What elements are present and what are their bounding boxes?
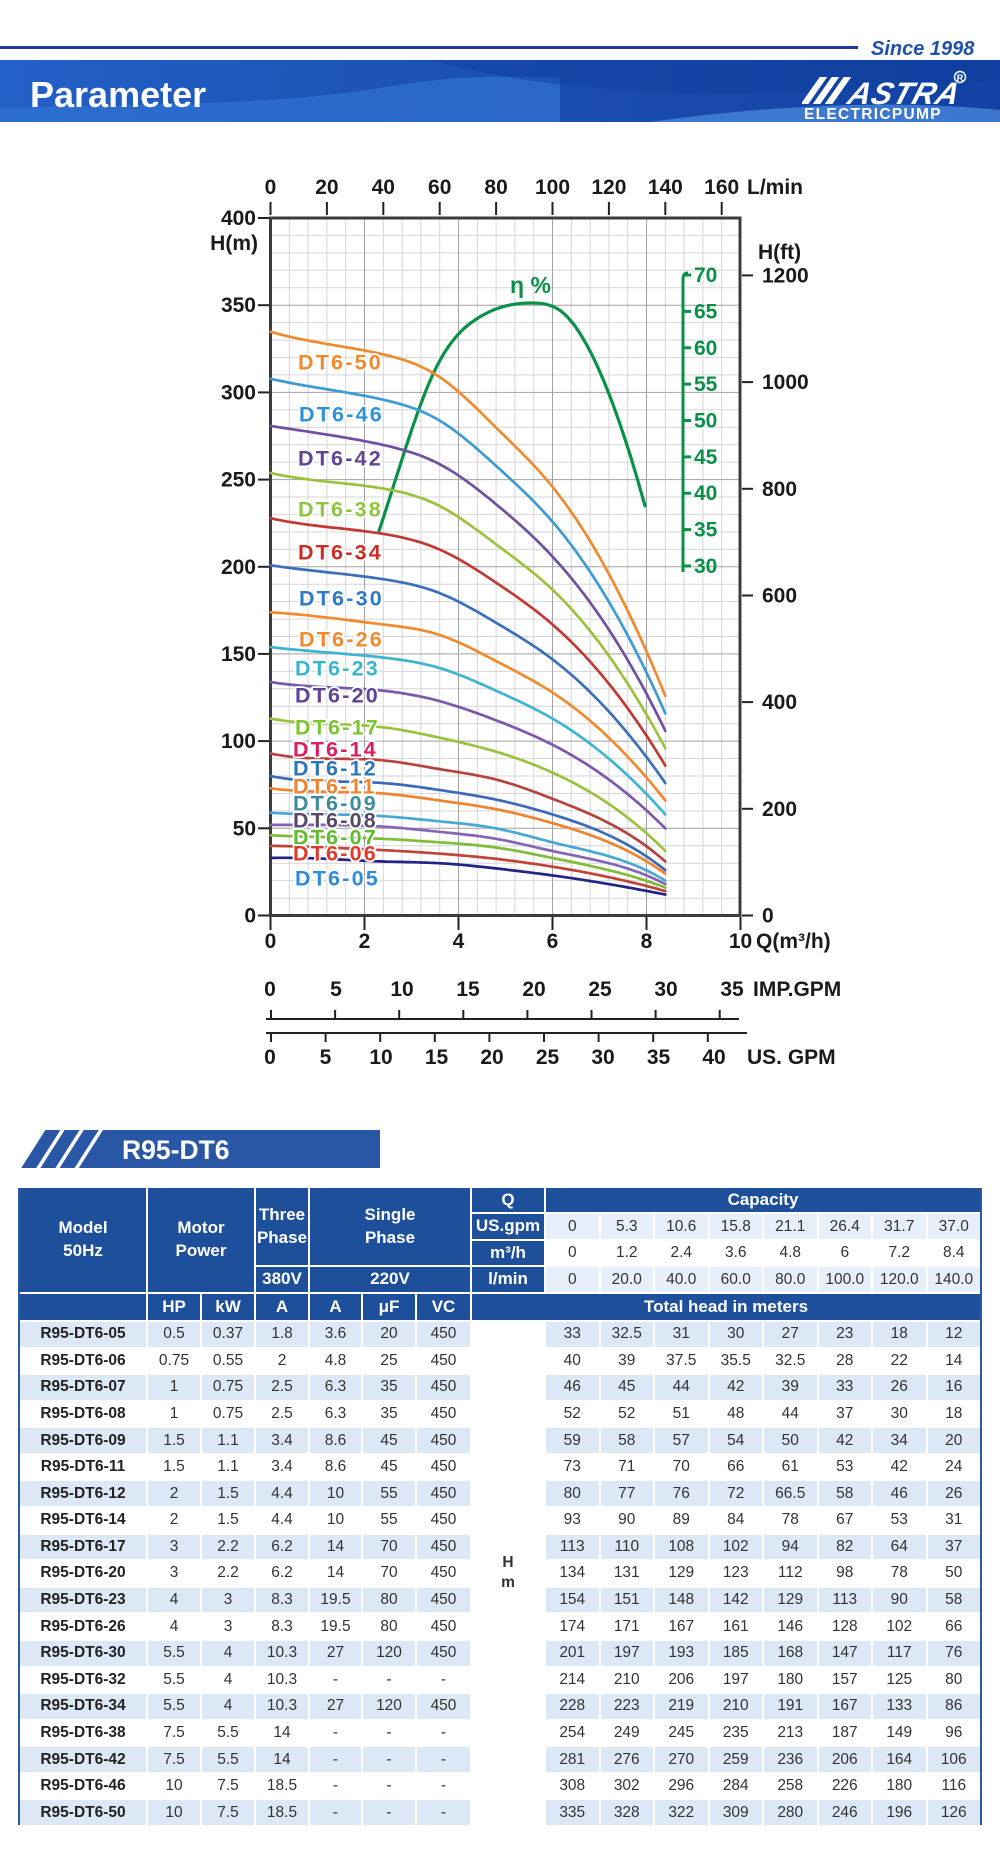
svg-text:10: 10 (369, 1046, 392, 1069)
svg-text:400: 400 (221, 207, 256, 230)
svg-text:DT6-14: DT6-14 (293, 738, 378, 762)
svg-text:350: 350 (221, 294, 256, 317)
svg-text:DT6-06: DT6-06 (293, 842, 378, 866)
svg-text:4: 4 (453, 930, 465, 953)
svg-text:1000: 1000 (762, 371, 809, 394)
svg-text:100: 100 (535, 176, 570, 199)
svg-text:40: 40 (694, 482, 717, 505)
svg-text:DT6-09: DT6-09 (293, 792, 378, 816)
svg-text:120: 120 (591, 176, 626, 199)
svg-text:ASTRA: ASTRA (843, 76, 965, 111)
svg-text:40: 40 (702, 1046, 725, 1069)
svg-text:15: 15 (456, 978, 480, 1001)
svg-text:η %: η % (510, 272, 551, 298)
svg-text:0: 0 (264, 978, 276, 1001)
svg-text:100: 100 (221, 730, 256, 753)
svg-text:ELECTRICPUMP: ELECTRICPUMP (804, 106, 942, 122)
svg-text:160: 160 (704, 176, 739, 199)
svg-text:R: R (957, 73, 964, 83)
svg-text:200: 200 (221, 556, 256, 579)
svg-text:DT6-23: DT6-23 (295, 657, 380, 681)
svg-text:DT6-12: DT6-12 (293, 757, 378, 781)
svg-text:8: 8 (641, 930, 653, 953)
svg-text:5: 5 (320, 1046, 332, 1069)
svg-text:30: 30 (654, 978, 677, 1001)
svg-text:10: 10 (390, 978, 413, 1001)
svg-text:60: 60 (428, 176, 451, 199)
svg-text:0: 0 (244, 905, 256, 928)
svg-text:0: 0 (265, 930, 277, 953)
svg-text:200: 200 (762, 798, 797, 821)
svg-text:10: 10 (729, 930, 752, 953)
svg-text:800: 800 (762, 478, 797, 501)
svg-text:Q(m³/h): Q(m³/h) (756, 930, 831, 953)
svg-text:15: 15 (425, 1046, 449, 1069)
svg-text:DT6-42: DT6-42 (298, 447, 383, 471)
svg-text:2: 2 (359, 930, 371, 953)
svg-text:50: 50 (694, 410, 717, 433)
svg-text:DT6-46: DT6-46 (299, 403, 384, 427)
svg-text:IMP.GPM: IMP.GPM (753, 978, 841, 1001)
svg-text:40: 40 (372, 176, 395, 199)
svg-text:L/min: L/min (747, 176, 803, 199)
svg-text:DT6-05: DT6-05 (295, 867, 380, 891)
svg-text:140: 140 (648, 176, 683, 199)
svg-text:20: 20 (480, 1046, 503, 1069)
svg-text:5: 5 (330, 978, 342, 1001)
svg-text:45: 45 (694, 446, 718, 469)
svg-text:DT6-20: DT6-20 (295, 684, 380, 708)
svg-text:DT6-07: DT6-07 (293, 826, 378, 850)
svg-text:60: 60 (694, 337, 717, 360)
svg-text:600: 600 (762, 585, 797, 608)
svg-text:30: 30 (694, 555, 717, 578)
svg-text:30: 30 (591, 1046, 614, 1069)
svg-text:25: 25 (588, 978, 612, 1001)
svg-text:DT6-11: DT6-11 (293, 775, 377, 799)
svg-text:35: 35 (694, 519, 718, 542)
svg-text:H(m): H(m) (210, 232, 258, 255)
svg-text:70: 70 (694, 264, 717, 287)
svg-text:35: 35 (720, 978, 744, 1001)
svg-text:50: 50 (233, 817, 256, 840)
svg-text:DT6-17: DT6-17 (295, 716, 380, 740)
svg-text:65: 65 (694, 300, 718, 323)
svg-text:80: 80 (484, 176, 507, 199)
svg-text:DT6-34: DT6-34 (298, 541, 383, 565)
svg-text:55: 55 (694, 373, 718, 396)
svg-text:DT6-50: DT6-50 (298, 351, 383, 375)
svg-text:150: 150 (221, 643, 256, 666)
svg-text:0: 0 (264, 1046, 276, 1069)
svg-text:DT6-30: DT6-30 (299, 587, 384, 611)
svg-text:1200: 1200 (762, 264, 809, 287)
svg-text:0: 0 (265, 176, 277, 199)
svg-text:25: 25 (536, 1046, 560, 1069)
svg-text:250: 250 (221, 469, 256, 492)
svg-text:DT6-38: DT6-38 (298, 498, 383, 522)
svg-text:DT6-08: DT6-08 (293, 809, 378, 833)
svg-text:H(ft): H(ft) (758, 241, 801, 264)
svg-text:0: 0 (762, 905, 774, 928)
svg-text:20: 20 (315, 176, 338, 199)
svg-text:35: 35 (647, 1046, 671, 1069)
svg-text:20: 20 (522, 978, 545, 1001)
svg-text:US. GPM: US. GPM (747, 1046, 836, 1069)
svg-text:6: 6 (547, 930, 559, 953)
svg-text:400: 400 (762, 691, 797, 714)
svg-text:300: 300 (221, 381, 256, 404)
svg-text:DT6-26: DT6-26 (299, 628, 384, 652)
